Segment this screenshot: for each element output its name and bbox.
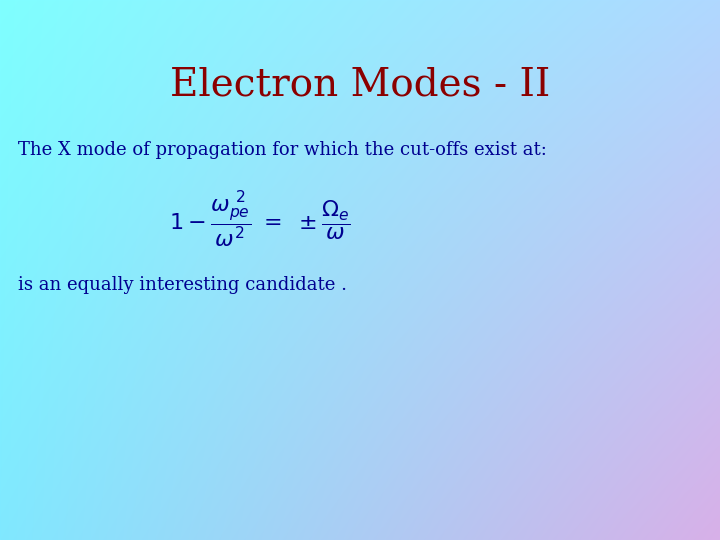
Text: is an equally interesting candidate .: is an equally interesting candidate . — [18, 276, 347, 294]
Text: $1-\dfrac{\omega_{pe}^{\ 2}}{\omega^{2}}\ =\ \pm\dfrac{\Omega_{e}}{\omega}$: $1-\dfrac{\omega_{pe}^{\ 2}}{\omega^{2}}… — [169, 190, 351, 250]
Text: The X mode of propagation for which the cut-offs exist at:: The X mode of propagation for which the … — [18, 141, 547, 159]
Text: Electron Modes - II: Electron Modes - II — [170, 66, 550, 104]
